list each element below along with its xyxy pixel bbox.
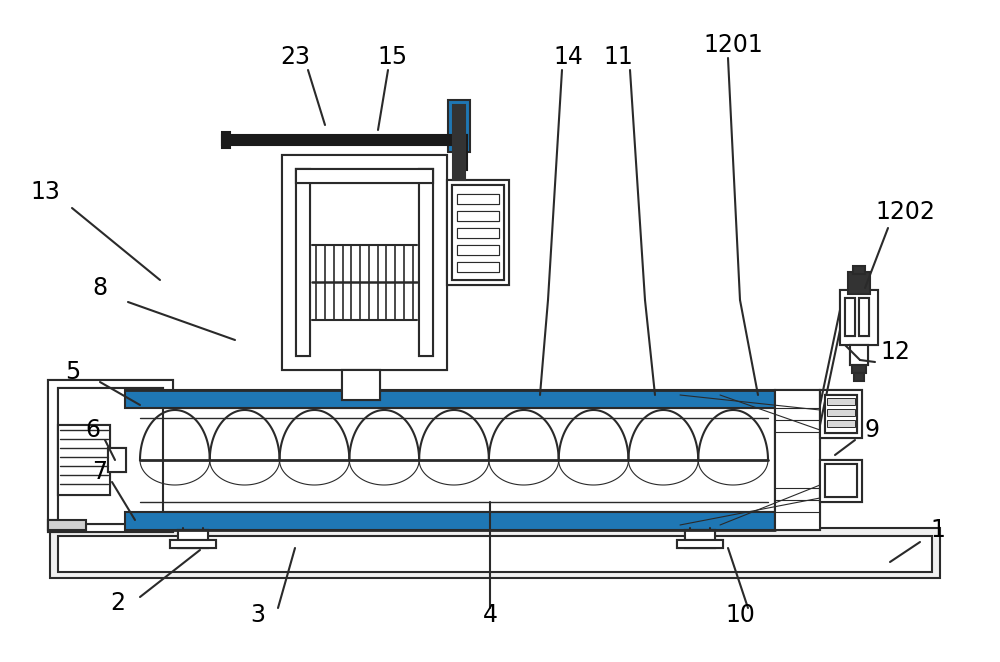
Bar	[457, 262, 499, 272]
Bar	[457, 194, 499, 204]
Bar	[108, 448, 126, 472]
Bar	[222, 132, 230, 148]
Text: 8: 8	[92, 276, 108, 300]
Text: 14: 14	[553, 45, 583, 69]
Bar	[677, 540, 723, 548]
Bar	[853, 266, 865, 274]
Bar	[677, 540, 723, 548]
Bar	[452, 185, 504, 280]
Bar	[419, 169, 433, 356]
Bar	[840, 290, 878, 345]
Bar	[48, 520, 86, 530]
Bar	[775, 390, 820, 530]
Text: 5: 5	[65, 360, 81, 384]
Bar	[825, 395, 857, 433]
Bar	[820, 460, 862, 502]
Bar	[825, 464, 857, 497]
Bar	[50, 528, 940, 578]
Bar	[859, 298, 869, 336]
Bar	[125, 390, 775, 408]
Bar	[447, 180, 509, 285]
Bar	[457, 245, 499, 255]
Bar	[447, 180, 509, 285]
Bar	[685, 530, 715, 548]
Bar	[457, 211, 499, 221]
Bar	[840, 290, 878, 345]
Bar	[452, 185, 504, 280]
Bar	[825, 464, 857, 497]
Bar	[845, 298, 855, 336]
Text: 13: 13	[30, 180, 60, 204]
Bar	[342, 370, 380, 400]
Bar	[448, 100, 470, 152]
Bar	[108, 448, 126, 472]
Bar	[48, 380, 173, 532]
Text: 1201: 1201	[703, 33, 763, 57]
Bar	[178, 530, 208, 548]
Bar	[453, 105, 465, 180]
Text: 6: 6	[86, 418, 100, 442]
Bar	[170, 540, 216, 548]
Bar	[820, 460, 862, 502]
Bar	[827, 398, 855, 405]
Text: 12: 12	[880, 340, 910, 364]
Text: 23: 23	[280, 45, 310, 69]
Bar	[457, 194, 499, 204]
Text: 4: 4	[482, 603, 498, 627]
Bar	[457, 135, 467, 170]
Bar	[58, 425, 110, 495]
Bar	[457, 262, 499, 272]
Bar	[125, 408, 775, 512]
Text: 7: 7	[92, 460, 108, 484]
Bar	[419, 169, 433, 356]
Bar	[775, 390, 820, 530]
Bar	[342, 370, 380, 400]
Bar	[825, 395, 857, 433]
Bar	[125, 390, 775, 408]
Text: 3: 3	[250, 603, 266, 627]
Text: 15: 15	[378, 45, 408, 69]
Bar	[58, 425, 110, 495]
Bar	[685, 530, 715, 548]
Text: 2: 2	[110, 591, 126, 615]
Bar	[58, 536, 932, 572]
Bar	[222, 135, 467, 145]
Text: 11: 11	[603, 45, 633, 69]
Bar	[125, 512, 775, 530]
Bar	[48, 520, 86, 530]
Bar	[850, 345, 868, 365]
Bar	[296, 169, 433, 183]
Text: 1202: 1202	[875, 200, 935, 224]
Bar	[827, 409, 855, 416]
Bar	[282, 155, 447, 370]
Bar	[125, 512, 775, 530]
Bar	[859, 298, 869, 336]
Bar	[457, 211, 499, 221]
Bar	[58, 388, 163, 524]
Text: 10: 10	[725, 603, 755, 627]
Bar	[820, 390, 862, 438]
Bar	[457, 245, 499, 255]
Bar	[296, 169, 433, 183]
Bar	[854, 373, 864, 381]
Text: 1: 1	[931, 518, 945, 542]
Bar	[58, 388, 163, 524]
Bar	[845, 298, 855, 336]
Bar	[48, 380, 173, 532]
Bar	[170, 540, 216, 548]
Bar	[296, 169, 310, 356]
Bar	[848, 272, 870, 294]
Bar	[827, 420, 855, 427]
Bar	[852, 365, 866, 373]
Bar	[296, 169, 310, 356]
Bar	[457, 228, 499, 238]
Bar	[178, 530, 208, 548]
Bar	[282, 155, 447, 370]
Bar	[457, 228, 499, 238]
Text: 9: 9	[864, 418, 880, 442]
Bar	[820, 390, 862, 438]
Bar	[850, 345, 868, 365]
